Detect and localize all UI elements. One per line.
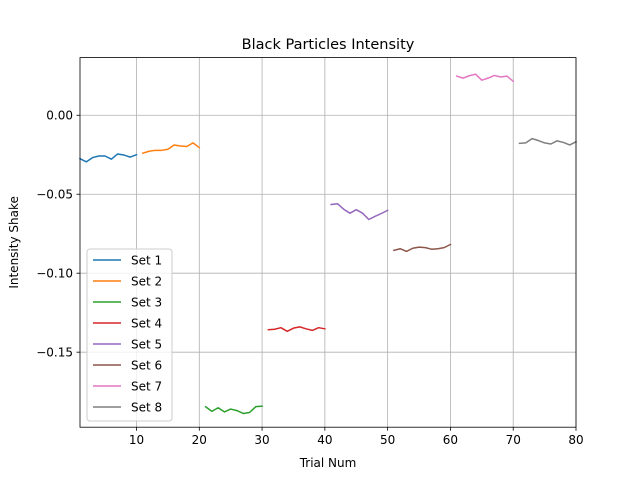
x-tick-label: 70 [506,433,521,447]
x-tick-label: 50 [380,433,395,447]
legend: Set 1 Set 2 Set 3 Set 4 Set 5 Set 6 Set 7 Set 8 [86,248,173,422]
legend-label: Set 2 [131,274,162,288]
x-tick-label: 20 [192,433,207,447]
y-tick-label: −0.15 [36,345,73,359]
series-line-set-6 [393,243,452,253]
legend-box [86,248,173,422]
series-line-set-7 [455,73,515,83]
legend-label: Set 4 [131,316,162,330]
x-axis-label: Trial Num [299,456,357,470]
series-line-set-8 [518,137,578,146]
series-line-set-5 [330,202,389,221]
x-axis: 10 20 30 40 50 60 70 80 [129,427,584,447]
chart-title: Black Particles Intensity [242,37,415,53]
series-line-set-2 [141,142,201,155]
y-tick-label: 0.00 [46,109,73,123]
legend-label: Set 6 [131,358,162,372]
plot-frame [79,57,577,428]
y-axis-label: Intensity Shake [7,196,21,289]
legend-label: Set 3 [131,295,162,309]
y-tick-label: −0.05 [36,188,73,202]
y-axis: 0.00 −0.05 −0.10 −0.15 [36,109,80,359]
x-tick-label: 10 [129,433,144,447]
series-lines [78,73,578,415]
x-tick-label: 80 [568,433,583,447]
x-tick-label: 60 [443,433,458,447]
series-line-set-3 [204,405,263,415]
legend-label: Set 8 [131,400,162,414]
series-line-set-1 [78,153,138,163]
x-tick-label: 40 [317,433,332,447]
legend-label: Set 7 [131,379,162,393]
legend-label: Set 5 [131,337,162,351]
x-tick-label: 30 [254,433,269,447]
series-line-set-4 [267,326,326,333]
y-tick-label: −0.10 [36,267,73,281]
legend-label: Set 1 [131,253,162,267]
